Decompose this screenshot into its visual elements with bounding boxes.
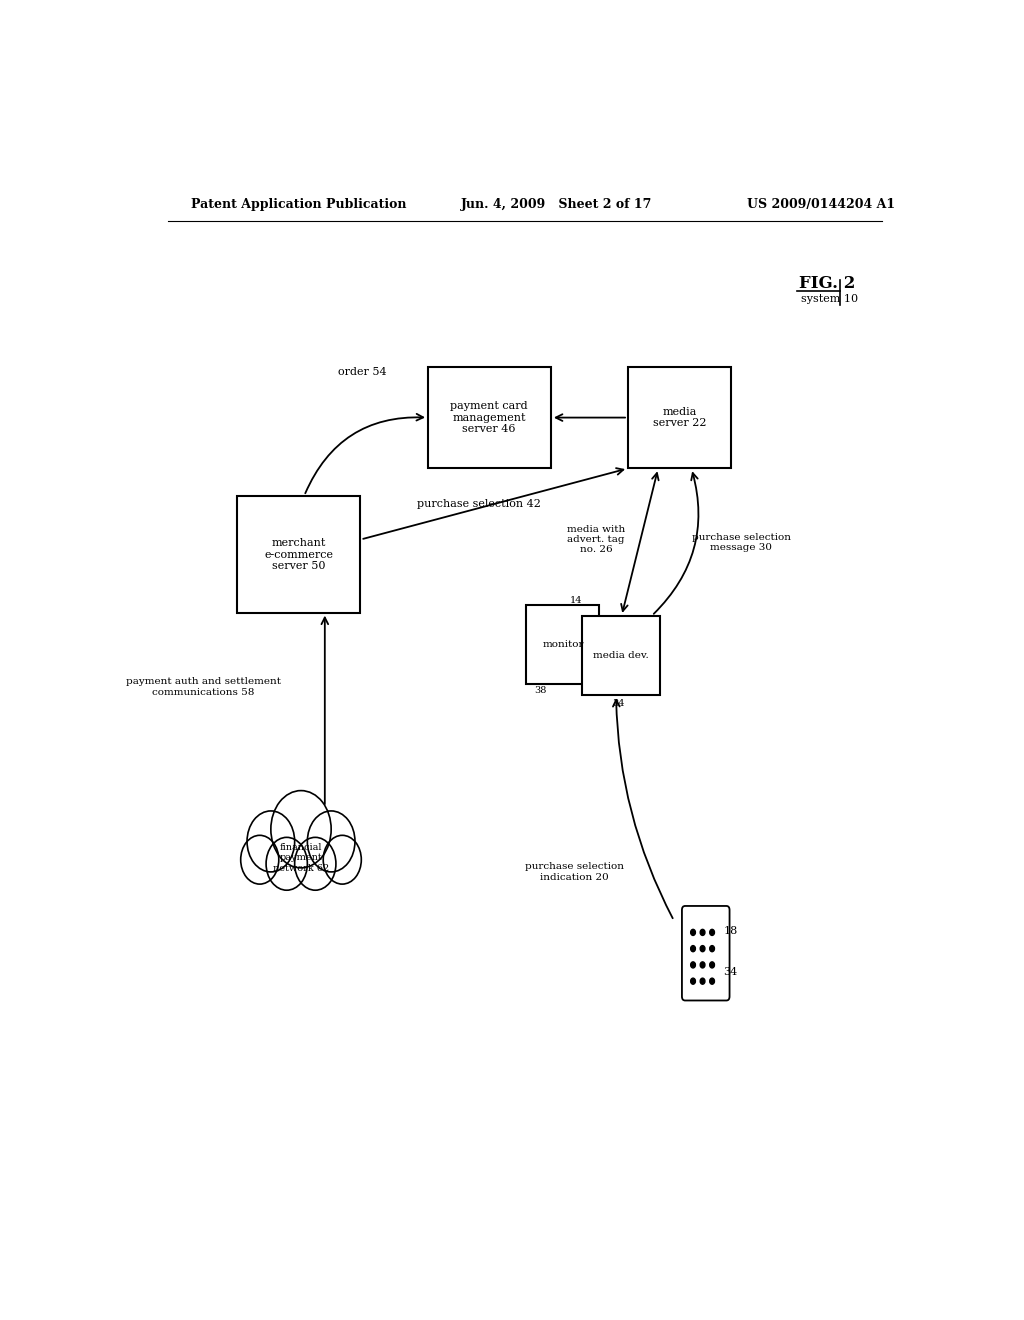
Circle shape <box>710 929 715 936</box>
Text: monitor: monitor <box>542 640 584 648</box>
Text: Patent Application Publication: Patent Application Publication <box>191 198 407 211</box>
Bar <box>628 367 731 469</box>
Text: media with
advert. tag
no. 26: media with advert. tag no. 26 <box>567 524 626 554</box>
Circle shape <box>700 929 705 936</box>
Text: media dev.: media dev. <box>593 651 648 660</box>
Text: order 54: order 54 <box>338 367 386 376</box>
Bar <box>238 496 360 614</box>
FancyBboxPatch shape <box>682 906 729 1001</box>
Circle shape <box>271 791 331 867</box>
Text: FIG. 2: FIG. 2 <box>799 275 855 292</box>
Circle shape <box>307 810 355 873</box>
Circle shape <box>700 945 705 952</box>
Text: 14: 14 <box>570 597 583 605</box>
Text: 38: 38 <box>535 686 547 696</box>
Text: media
server 22: media server 22 <box>653 407 707 429</box>
Circle shape <box>690 978 695 985</box>
Circle shape <box>710 945 715 952</box>
Circle shape <box>690 929 695 936</box>
Text: 34: 34 <box>723 966 737 977</box>
Circle shape <box>295 837 336 890</box>
Text: US 2009/0144204 A1: US 2009/0144204 A1 <box>748 198 895 211</box>
Circle shape <box>700 962 705 968</box>
Text: Jun. 4, 2009   Sheet 2 of 17: Jun. 4, 2009 Sheet 2 of 17 <box>461 198 652 211</box>
Circle shape <box>241 836 279 884</box>
Bar <box>428 367 551 469</box>
Circle shape <box>710 962 715 968</box>
Text: merchant
e-commerce
server 50: merchant e-commerce server 50 <box>264 539 333 572</box>
Text: purchase selection
indication 20: purchase selection indication 20 <box>524 862 624 882</box>
Text: payment auth and settlement
communications 58: payment auth and settlement communicatio… <box>126 677 281 697</box>
Circle shape <box>247 810 295 873</box>
Text: system 10: system 10 <box>801 293 858 304</box>
Text: 18: 18 <box>723 925 737 936</box>
Circle shape <box>700 978 705 985</box>
Circle shape <box>690 945 695 952</box>
Bar <box>526 605 599 684</box>
Circle shape <box>710 978 715 985</box>
Circle shape <box>324 836 361 884</box>
Bar <box>582 616 659 696</box>
Text: purchase selection
message 30: purchase selection message 30 <box>692 533 791 552</box>
Text: 34: 34 <box>612 698 625 708</box>
Text: financial
payment
network 62: financial payment network 62 <box>272 842 329 873</box>
Text: payment card
management
server 46: payment card management server 46 <box>451 401 528 434</box>
Text: purchase selection 42: purchase selection 42 <box>417 499 541 510</box>
Circle shape <box>266 837 307 890</box>
Circle shape <box>690 962 695 968</box>
